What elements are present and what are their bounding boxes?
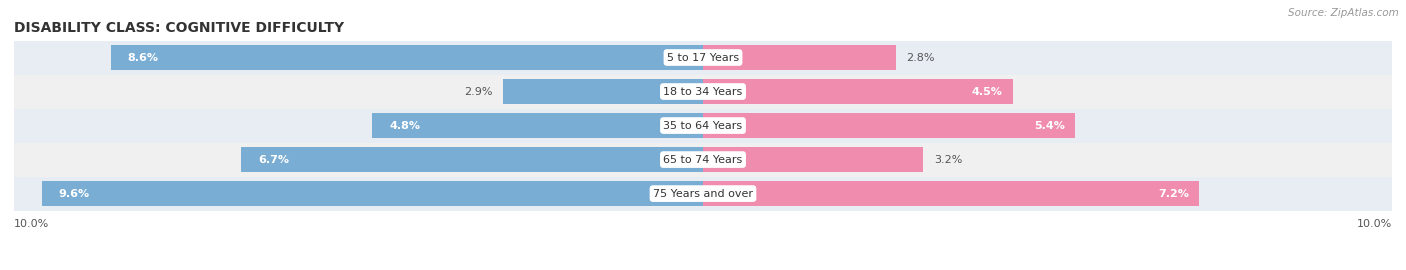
Bar [14, 109, 1392, 143]
Bar [703, 79, 1012, 104]
Text: 75 Years and over: 75 Years and over [652, 188, 754, 199]
Bar [503, 79, 703, 104]
Text: 10.0%: 10.0% [1357, 219, 1392, 229]
Bar [703, 45, 896, 70]
Text: 9.6%: 9.6% [59, 188, 90, 199]
Text: 65 to 74 Years: 65 to 74 Years [664, 154, 742, 165]
Text: 6.7%: 6.7% [259, 154, 290, 165]
Bar [373, 113, 703, 138]
Text: 5 to 17 Years: 5 to 17 Years [666, 52, 740, 63]
Bar [14, 143, 1392, 177]
Text: 10.0%: 10.0% [14, 219, 49, 229]
Text: 35 to 64 Years: 35 to 64 Years [664, 120, 742, 131]
Text: 3.2%: 3.2% [934, 154, 962, 165]
Text: 4.5%: 4.5% [972, 86, 1002, 97]
Bar [14, 75, 1392, 109]
Bar [703, 147, 924, 172]
Bar [242, 147, 703, 172]
Bar [42, 181, 703, 206]
Text: 4.8%: 4.8% [389, 120, 420, 131]
Bar [111, 45, 703, 70]
Bar [14, 177, 1392, 211]
Text: 2.9%: 2.9% [464, 86, 494, 97]
Bar [703, 113, 1076, 138]
Text: 7.2%: 7.2% [1157, 188, 1188, 199]
Text: 2.8%: 2.8% [907, 52, 935, 63]
Text: 18 to 34 Years: 18 to 34 Years [664, 86, 742, 97]
Text: 5.4%: 5.4% [1033, 120, 1064, 131]
Bar [14, 40, 1392, 75]
Text: 8.6%: 8.6% [128, 52, 159, 63]
Text: DISABILITY CLASS: COGNITIVE DIFFICULTY: DISABILITY CLASS: COGNITIVE DIFFICULTY [14, 21, 344, 35]
Bar [703, 181, 1199, 206]
Text: Source: ZipAtlas.com: Source: ZipAtlas.com [1288, 8, 1399, 18]
